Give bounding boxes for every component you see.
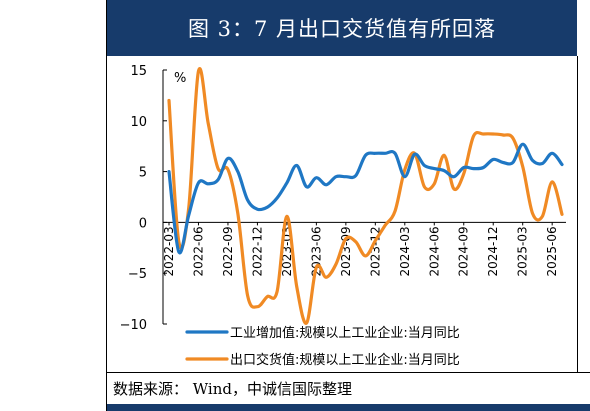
legend-label: 工业增加值:规模以上工业企业:当月同比 [230, 325, 460, 341]
x-tick-label: 2024-06 [427, 226, 441, 276]
x-tick-label: 2022-12 [250, 226, 264, 276]
chart-series [167, 67, 564, 325]
x-tick-label: 2022-09 [221, 226, 235, 276]
legend-label: 出口交货值:规模以上工业企业:当月同比 [230, 352, 460, 368]
y-tick-label: 10 [130, 115, 147, 130]
x-tick-label: 2024-09 [457, 226, 471, 276]
source-note: 数据来源： Wind，中诚信国际整理 [107, 372, 590, 404]
right-rule [577, 56, 578, 372]
title-gap [577, 0, 590, 56]
figure-title: 图 3：7 月出口交货值有所回落 [107, 0, 577, 56]
y-tick-label: 5 [139, 166, 147, 181]
bottom-bar [107, 404, 590, 411]
series-line-export [167, 67, 564, 325]
x-tick-label: 2023-06 [309, 226, 323, 276]
y-unit-label: % [174, 71, 186, 86]
series-line-industrial [167, 142, 564, 255]
figure-frame: 图 3：7 月出口交货值有所回落 15 10 5 0 −5 −10% 2022-03 2022… [106, 0, 590, 411]
x-tick-label: 2024-12 [486, 226, 500, 276]
x-tick-label: 2024-03 [398, 226, 412, 276]
y-tick-label: 15 [130, 64, 147, 79]
x-tick-label: 2022-03 [162, 226, 176, 276]
y-tick-label: −5 [128, 267, 147, 282]
x-tick-label: 2023-12 [368, 226, 382, 276]
line-chart: 15 10 5 0 −5 −10% 2022-03 2022-06 2022-09 2022-12… [120, 64, 566, 368]
chart-axes: 15 10 5 0 −5 −10% 2022-03 2022-06 2022-09 2022-12… [120, 64, 566, 333]
x-tick-label: 2025-03 [516, 226, 530, 276]
x-tick-label: 2022-06 [191, 226, 205, 276]
y-tick-label: 0 [139, 216, 147, 231]
x-tick-label: 2023-09 [339, 226, 353, 276]
y-tick-label: −10 [120, 318, 147, 333]
x-tick-label: 2025-06 [545, 226, 559, 276]
